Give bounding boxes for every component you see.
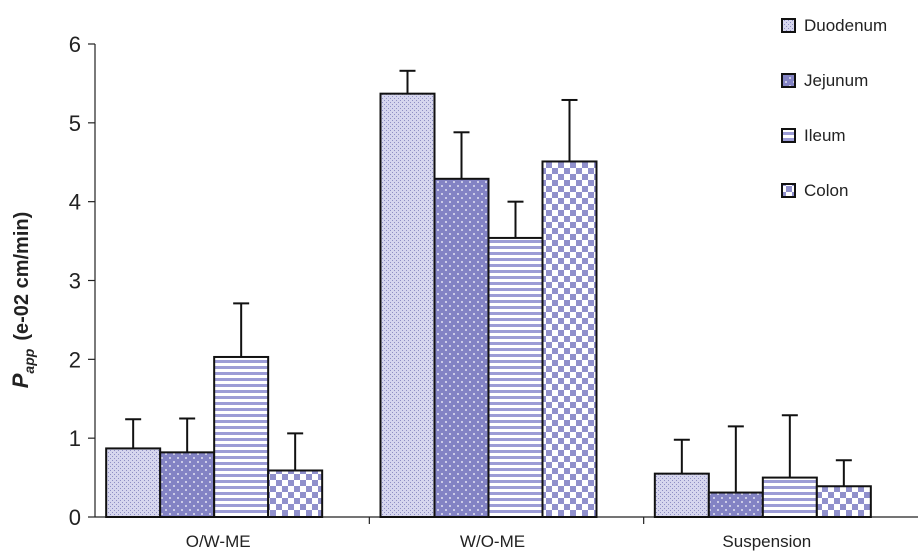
legend-swatch xyxy=(781,183,796,198)
x-category-label: W/O-ME xyxy=(460,532,525,551)
y-axis: 0 1 2 3 4 5 6 xyxy=(69,32,96,530)
error-bars-group xyxy=(125,69,852,493)
bar-duodenum-o-w-me xyxy=(105,447,162,519)
legend-swatch xyxy=(781,128,796,143)
y-label-units: (e-02 cm/min) xyxy=(11,212,33,341)
y-label-sub: app xyxy=(21,348,37,373)
legend-swatch xyxy=(781,73,796,88)
x-category-label: Suspension xyxy=(722,532,811,551)
bar-colon-w-o-me xyxy=(541,160,598,518)
category-labels: O/W-ME W/O-ME Suspension xyxy=(186,532,812,551)
legend-swatch xyxy=(781,18,796,33)
legend-label: Ileum xyxy=(804,126,846,145)
bar-ileum-suspension xyxy=(761,476,818,519)
y-tick-label: 5 xyxy=(69,111,81,136)
y-tick-label: 2 xyxy=(69,347,81,372)
bar-ileum-o-w-me xyxy=(213,355,270,518)
legend-label: Jejunum xyxy=(804,71,868,90)
bar-colon-o-w-me xyxy=(267,469,324,519)
y-tick-label: 6 xyxy=(69,32,81,57)
bar-jejunum-w-o-me xyxy=(433,177,490,518)
y-tick-label: 1 xyxy=(69,426,81,451)
y-tick-label: 4 xyxy=(69,190,81,215)
y-label-main: P xyxy=(8,373,33,388)
bar-duodenum-suspension xyxy=(653,472,710,518)
legend-label: Duodenum xyxy=(804,16,887,35)
bar-jejunum-o-w-me xyxy=(159,451,216,518)
y-axis-label: Papp (e-02 cm/min) xyxy=(8,212,37,389)
x-category-label: O/W-ME xyxy=(186,532,251,551)
x-axis xyxy=(95,516,918,524)
bar-colon-suspension xyxy=(815,485,872,519)
legend: Duodenum Jejunum Ileum Colon xyxy=(781,16,887,200)
bars-group xyxy=(105,92,872,519)
legend-label: Colon xyxy=(804,181,848,200)
bar-duodenum-w-o-me xyxy=(379,92,436,518)
y-tick-label: 0 xyxy=(69,505,81,530)
y-tick-label: 3 xyxy=(69,269,81,294)
bar-ileum-w-o-me xyxy=(487,236,544,518)
bar-jejunum-suspension xyxy=(707,491,764,519)
